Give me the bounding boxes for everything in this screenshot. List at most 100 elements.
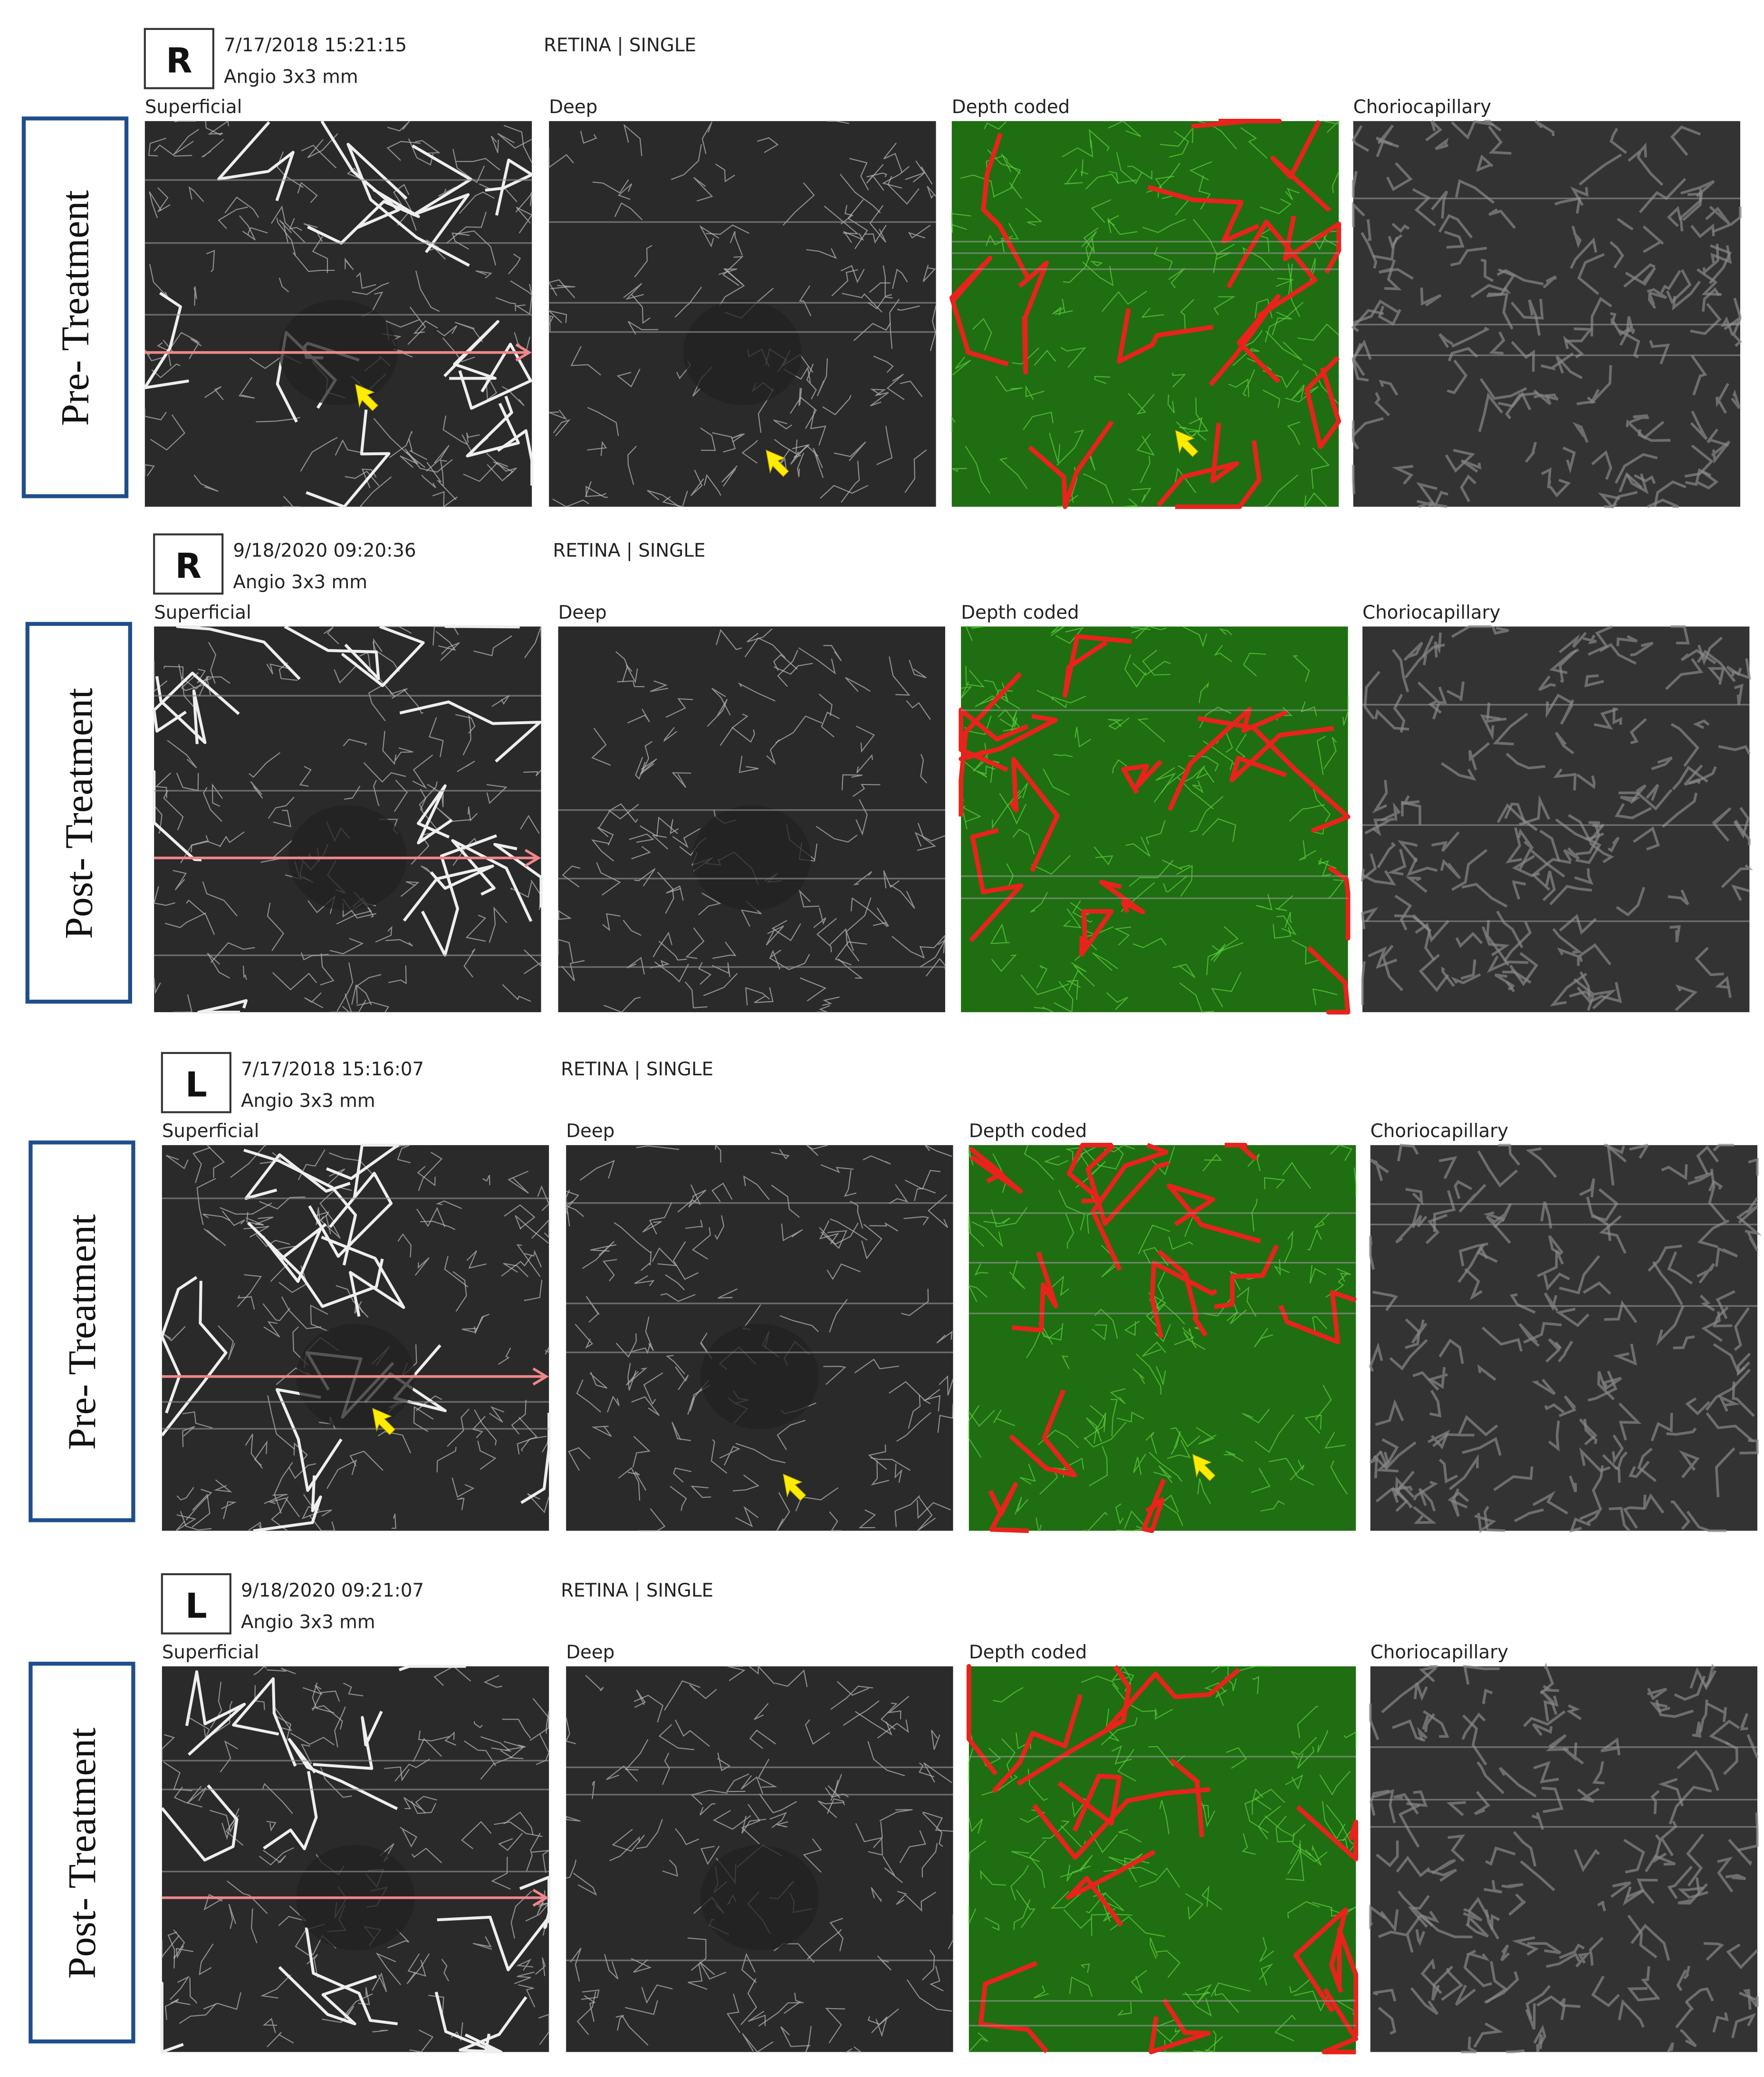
- capillary: [173, 1786, 202, 1808]
- vessel: [1208, 294, 1281, 387]
- vessel: [1225, 1143, 1258, 1161]
- capillary: [1715, 1447, 1735, 1497]
- capillary: [1063, 909, 1082, 928]
- capillary: [1054, 981, 1074, 1013]
- capillary: [951, 416, 956, 433]
- capillary: [1493, 1466, 1534, 1492]
- capillary: [170, 1975, 190, 2000]
- capillary: [797, 452, 805, 477]
- capillary: [1060, 1855, 1093, 1878]
- capillary: [1061, 1355, 1070, 1369]
- capillary: [774, 1669, 808, 1687]
- capillary: [1458, 1184, 1486, 1213]
- capillary: [531, 1218, 550, 1239]
- vessel: [1296, 1805, 1359, 1862]
- capillary: [256, 417, 300, 422]
- capillary: [1013, 1899, 1031, 1930]
- capillary: [1622, 1886, 1655, 1906]
- capillary: [173, 129, 200, 155]
- capillary: [851, 897, 888, 928]
- capillary: [1732, 1381, 1755, 1417]
- capillary: [323, 626, 339, 644]
- vessel: [1322, 1988, 1359, 2055]
- capillary: [397, 1144, 411, 1164]
- vessel: [143, 292, 189, 390]
- capillary: [219, 831, 245, 847]
- capillary: [1590, 982, 1622, 1003]
- capillary: [192, 1147, 211, 1183]
- capillary: [1484, 120, 1502, 132]
- capillary: [1413, 1682, 1428, 1701]
- capillary: [1012, 347, 1039, 365]
- capillary: [672, 828, 701, 848]
- capillary: [1738, 1197, 1759, 1224]
- capillary: [1453, 1180, 1472, 1199]
- capillary: [408, 138, 434, 166]
- capillary: [248, 1522, 262, 1531]
- capillary: [301, 144, 337, 169]
- capillary: [1379, 380, 1399, 396]
- capillary: [516, 207, 533, 234]
- capillary: [861, 1224, 882, 1260]
- capillary: [276, 151, 304, 188]
- capillary: [157, 339, 175, 354]
- capillary: [1586, 1196, 1611, 1241]
- capillary: [1210, 943, 1226, 962]
- capillary: [187, 1786, 207, 1804]
- capillary: [840, 205, 854, 225]
- capillary: [1051, 696, 1086, 704]
- vessel: [1117, 308, 1214, 364]
- capillary: [482, 1175, 490, 1186]
- capillary: [1666, 1427, 1697, 1436]
- capillary: [1438, 333, 1454, 348]
- capillary: [193, 286, 197, 306]
- capillary: [144, 408, 167, 421]
- capillary: [1378, 2007, 1397, 2035]
- capillary: [1525, 1985, 1551, 2020]
- capillary: [1159, 1800, 1170, 1835]
- capillary: [1172, 372, 1186, 388]
- capillary: [1432, 1433, 1475, 1447]
- capillary: [1062, 140, 1093, 158]
- capillary: [1533, 389, 1556, 405]
- capillary: [1111, 1745, 1132, 1765]
- capillary: [1630, 718, 1647, 745]
- capillary: [602, 913, 621, 931]
- capillary: [612, 1828, 645, 1852]
- capillary: [210, 942, 255, 963]
- capillary: [1712, 206, 1742, 233]
- capillary: [1352, 417, 1384, 439]
- capillary: [1666, 269, 1692, 304]
- capillary: [237, 1295, 255, 1310]
- capillary: [1053, 754, 1073, 757]
- capillary: [579, 1159, 615, 1181]
- capillary: [1559, 1998, 1581, 2008]
- capillary: [1457, 1244, 1488, 1283]
- capillary: [1361, 853, 1377, 882]
- vessel: [1283, 215, 1342, 274]
- capillary: [1202, 1154, 1222, 1172]
- capillary: [1068, 969, 1095, 991]
- vessel: [988, 1482, 1029, 1533]
- capillary: [1016, 1889, 1036, 1928]
- side-label: Pre- Treatment: [60, 1214, 104, 1450]
- capillary: [1486, 955, 1528, 973]
- capillary: [883, 143, 903, 173]
- capillary: [386, 141, 421, 161]
- capillary: [1462, 1436, 1502, 1456]
- capillary: [163, 666, 184, 678]
- vessel: [341, 625, 425, 687]
- capillary: [1423, 1710, 1449, 1738]
- capillary: [1311, 448, 1330, 489]
- capillary: [1412, 188, 1436, 227]
- capillary: [1123, 498, 1141, 507]
- capillary: [604, 1954, 619, 1980]
- capillary: [1369, 1450, 1382, 1479]
- capillary: [829, 1917, 844, 1952]
- capillary: [658, 940, 687, 961]
- capillary: [1474, 1790, 1490, 1815]
- capillary: [1055, 298, 1073, 315]
- capillary: [515, 191, 533, 213]
- capillary: [1466, 1950, 1490, 1962]
- capillary: [1642, 225, 1664, 253]
